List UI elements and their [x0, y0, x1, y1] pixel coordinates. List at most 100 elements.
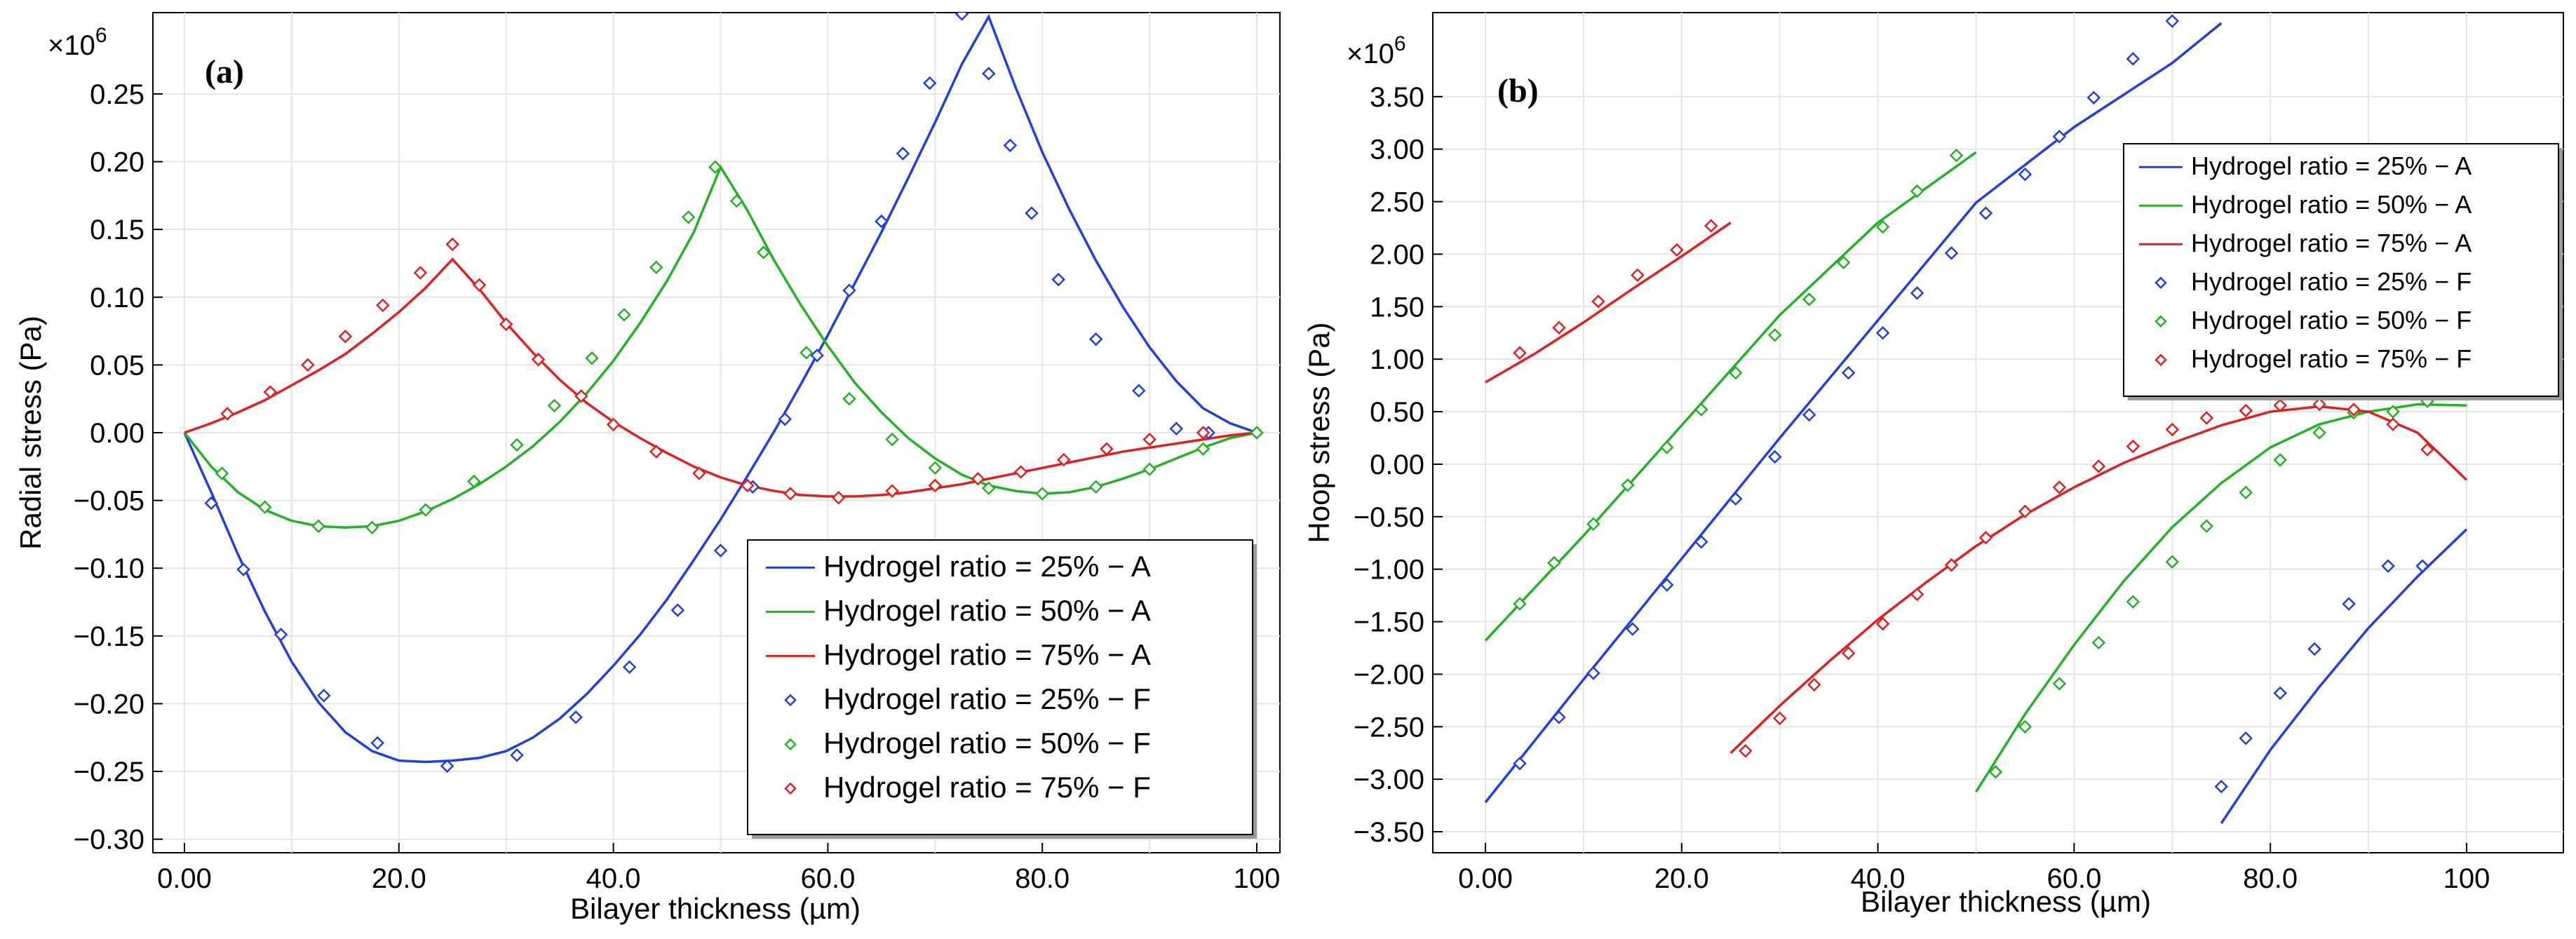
legend-a: Hydrogel ratio = 25% − A Hydrogel ratio =…	[747, 539, 1257, 839]
x-axis-title-b: Bilayer thickness (µm)	[1861, 885, 2151, 918]
data-point-marker	[1978, 530, 1993, 545]
data-point-marker	[2052, 480, 2067, 494]
data-point-marker	[1836, 255, 1851, 270]
y-tick-label: −0.50	[1354, 502, 1424, 533]
data-point-marker	[981, 481, 996, 495]
data-point-marker	[2052, 129, 2067, 144]
series-line	[1484, 151, 1977, 642]
data-point-marker	[2018, 504, 2032, 519]
data-point-marker	[875, 214, 889, 229]
data-point-marker	[531, 352, 546, 367]
data-point-marker	[2126, 595, 2140, 609]
data-point-marker	[1949, 148, 1964, 163]
y-tick-label: −1.50	[1354, 607, 1424, 638]
data-point-marker	[800, 346, 814, 360]
x-tick-label: 20.0	[372, 863, 426, 894]
y-tick-label: −0.30	[74, 825, 144, 856]
gridlines-a	[153, 13, 1280, 853]
y-tick-label: −3.50	[1354, 817, 1424, 848]
data-point-marker	[1660, 578, 1674, 592]
data-point-marker	[204, 496, 218, 511]
data-point-marker	[263, 385, 278, 399]
data-point-marker	[1910, 587, 1924, 602]
data-point-marker	[649, 445, 663, 459]
x-tick-label: 100	[2443, 863, 2490, 894]
data-point-marker	[729, 194, 744, 208]
data-point-marker	[2386, 417, 2400, 431]
data-point-marker	[2381, 559, 2395, 573]
data-point-marker	[922, 76, 937, 90]
legend-entry-label: Hydrogel ratio = 50% − A	[823, 594, 1151, 627]
y-tick-label: −2.50	[1354, 712, 1424, 743]
data-point-marker	[2415, 559, 2429, 573]
data-point-marker	[419, 503, 433, 517]
data-point-marker	[510, 438, 524, 452]
data-point-marker	[649, 260, 663, 275]
y-tick-label: −0.10	[74, 553, 144, 584]
y-tick-label: −0.25	[74, 757, 144, 788]
y-tick-label: 2.00	[1370, 239, 1424, 270]
series-line	[183, 13, 1257, 764]
data-point-marker	[1586, 666, 1600, 680]
y-axis-title-a: Radial stress (Pa)	[14, 316, 47, 550]
data-point-marker	[783, 487, 797, 501]
x-tick-label: 20.0	[1654, 863, 1709, 894]
data-point-marker	[708, 160, 722, 175]
data-point-marker	[1626, 622, 1640, 636]
x-tick-label: 80.0	[1015, 863, 1070, 894]
data-point-marker	[622, 660, 637, 675]
data-point-marker	[1088, 480, 1103, 494]
data-point-marker	[692, 466, 706, 480]
data-point-marker	[1142, 432, 1156, 447]
x-tick-label: 40.0	[1851, 863, 1906, 894]
data-point-marker	[472, 278, 487, 292]
data-point-marker	[1728, 492, 1743, 506]
data-point-marker	[1910, 184, 1924, 198]
data-point-marker	[370, 736, 384, 750]
data-point-marker	[1025, 206, 1039, 220]
y-tick-label: 0.10	[90, 283, 144, 313]
data-point-marker	[1250, 426, 1264, 440]
data-point-marker	[338, 330, 353, 344]
data-point-marker	[1586, 517, 1600, 532]
y-tick-label: 0.50	[1370, 397, 1424, 428]
series-line	[1485, 222, 1732, 384]
x-tick-label: 40.0	[586, 863, 641, 894]
data-point-marker	[1875, 219, 1890, 234]
data-point-marker	[2165, 555, 2180, 569]
data-point-marker	[2273, 453, 2287, 467]
data-point-marker	[928, 478, 943, 493]
data-point-marker	[236, 562, 250, 576]
data-point-marker	[274, 628, 288, 642]
data-point-marker	[2214, 779, 2229, 794]
data-point-marker	[740, 478, 755, 493]
data-point-marker	[2052, 677, 2067, 691]
data-point-marker	[2091, 459, 2106, 473]
data-point-marker	[2312, 426, 2326, 440]
data-point-marker	[510, 748, 524, 762]
legend-marker-swatch	[2154, 276, 2167, 289]
data-point-marker	[2199, 411, 2214, 425]
data-point-marker	[1088, 332, 1103, 346]
y-tick-label: −2.00	[1354, 659, 1424, 690]
data-point-marker	[1670, 243, 1684, 257]
data-point-marker	[842, 391, 856, 406]
chart-panel-b: 0.00 20.0 40.0 60.0 80.0 100 −3.50 −3.00 −2.50 −2…	[1302, 12, 2564, 918]
legend-b: Hydrogel ratio = 25% − A Hydrogel ratio =…	[2123, 143, 2563, 400]
y-axis-title-b: Hoop stress (Pa)	[1302, 322, 1335, 543]
data-point-marker	[1875, 616, 1890, 631]
ticks-a: 0.00 20.0 40.0 60.0 80.0 100 −0.30 −0.25 −0.20 −0…	[74, 79, 1281, 894]
data-point-marker	[1802, 292, 1816, 306]
data-point-marker	[2091, 635, 2106, 650]
data-point-marker	[955, 13, 969, 21]
data-point-marker	[445, 237, 460, 252]
data-point-marker	[1513, 346, 1527, 360]
series-line	[184, 257, 1257, 498]
legend-marker-swatch	[784, 738, 797, 751]
data-point-marker	[413, 266, 428, 280]
data-point-marker	[311, 519, 325, 534]
data-point-marker	[842, 283, 856, 297]
data-point-marker	[499, 317, 513, 332]
data-point-marker	[467, 474, 481, 489]
legend-entry-label: Hydrogel ratio = 25% − F	[823, 682, 1151, 715]
